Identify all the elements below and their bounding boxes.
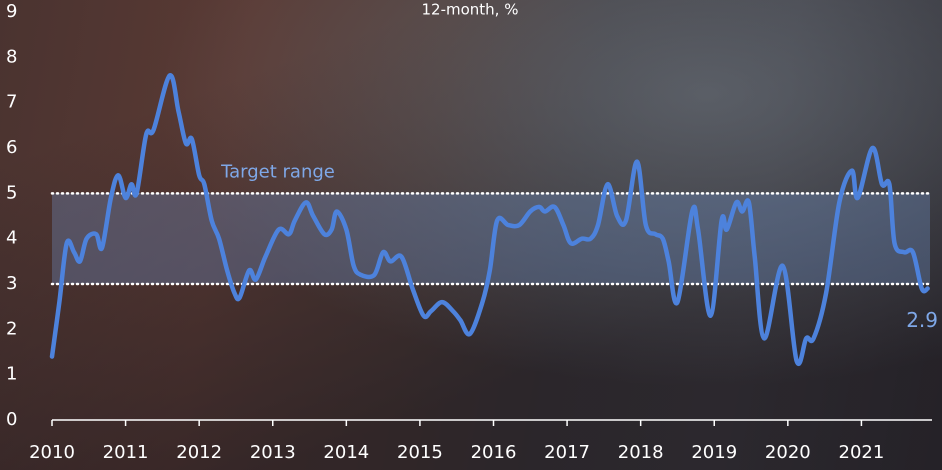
x-tick-label: 2018 [618,442,664,463]
chart-subtitle: 12-month, % [422,1,519,19]
y-tick-label: 1 [6,364,17,385]
chart: 12-month, % Target range 0 1 2 3 4 5 6 7 8 9 2010 20… [0,0,942,470]
y-tick-label: 3 [6,273,17,294]
x-tick-label: 2019 [691,442,737,463]
y-tick-label: 6 [6,137,17,158]
chart-background: 12-month, % Target range 0 1 2 3 4 5 6 7 8 9 2010 20… [0,0,942,470]
y-tick-label: 2 [6,318,17,339]
y-tick-label: 9 [6,1,17,22]
y-tick-label: 4 [6,228,17,249]
target-label: Target range [220,161,335,182]
y-tick-label: 8 [6,46,17,67]
y-tick-label: 5 [6,182,17,203]
x-tick-label: 2011 [103,442,149,463]
x-tick-label: 2017 [544,442,590,463]
end-value-label: 2.9 [906,308,938,332]
x-tick-label: 2021 [839,442,885,463]
y-tick-label: 7 [6,92,17,113]
x-tick-label: 2020 [765,442,811,463]
x-tick-label: 2015 [397,442,443,463]
y-tick-label: 0 [6,409,17,430]
x-tick-label: 2014 [323,442,369,463]
x-tick-label: 2012 [176,442,222,463]
x-tick-label: 2010 [29,442,75,463]
x-tick-label: 2016 [471,442,517,463]
x-tick-label: 2013 [250,442,296,463]
